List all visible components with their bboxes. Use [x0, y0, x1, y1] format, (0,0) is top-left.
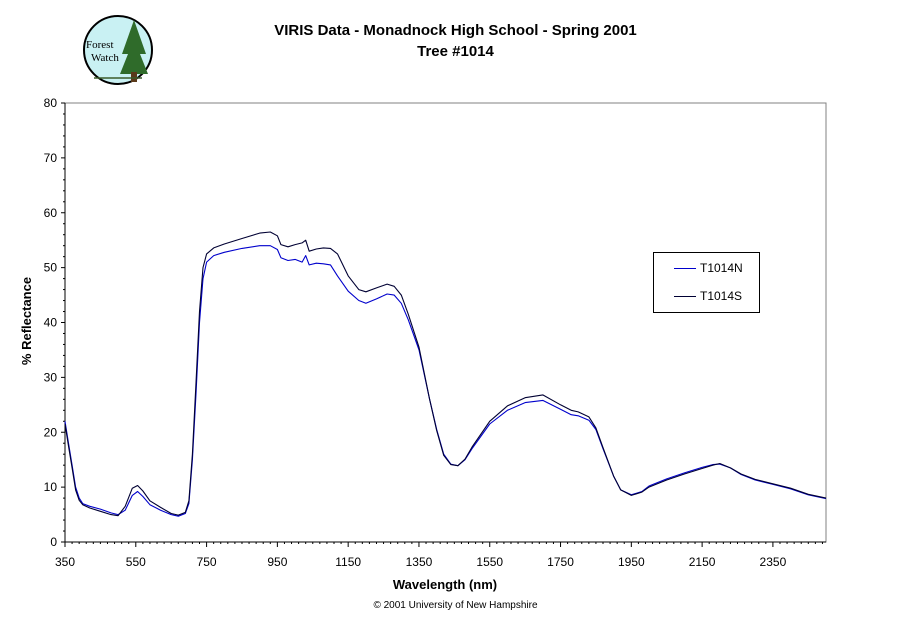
- forest-watch-logo: Forest Watch: [82, 14, 154, 86]
- y-tick-label-60: 60: [44, 206, 58, 220]
- y-tick-label-80: 80: [44, 96, 58, 110]
- logo-text-forest: Forest: [86, 39, 114, 51]
- legend-item-t1014n: T1014N: [674, 261, 743, 275]
- x-tick-label-1750: 1750: [547, 555, 574, 569]
- x-tick-label-1350: 1350: [406, 555, 433, 569]
- y-tick-label-10: 10: [44, 480, 58, 494]
- legend-label-t1014s: T1014S: [700, 289, 743, 303]
- x-axis-label: Wavelength (nm): [393, 577, 497, 592]
- legend-swatch-t1014s: [674, 295, 696, 297]
- y-tick-label-40: 40: [44, 316, 58, 330]
- y-tick-label-70: 70: [44, 151, 58, 165]
- y-tick-label-30: 30: [44, 370, 58, 384]
- y-tick-label-20: 20: [44, 425, 58, 439]
- x-tick-label-1950: 1950: [618, 555, 645, 569]
- chart-title: VIRIS Data - Monadnock High School - Spr…: [274, 22, 637, 39]
- x-tick-label-2350: 2350: [760, 555, 787, 569]
- legend: T1014N T1014S: [653, 252, 760, 313]
- y-axis-label: % Reflectance: [19, 277, 34, 365]
- logo-tree-icon: [120, 20, 148, 74]
- x-tick-label-350: 350: [55, 555, 75, 569]
- series-line-t1014s: [64, 231, 827, 517]
- x-tick-label-1550: 1550: [476, 555, 503, 569]
- logo-trunk: [131, 72, 137, 82]
- legend-label-t1014n: T1014N: [700, 261, 743, 275]
- copyright-text: © 2001 University of New Hampshire: [373, 600, 538, 611]
- legend-item-t1014s: T1014S: [674, 289, 742, 303]
- y-tick-label-0: 0: [50, 535, 57, 549]
- x-tick-label-1150: 1150: [335, 555, 361, 569]
- y-tick-label-50: 50: [44, 261, 58, 275]
- plot-border: [64, 102, 827, 543]
- x-tick-label-2150: 2150: [689, 555, 716, 569]
- chart-subtitle: Tree #1014: [417, 43, 494, 60]
- legend-swatch-t1014n: [674, 267, 696, 269]
- series-line-t1014n: [64, 245, 827, 517]
- logo-text-watch: Watch: [91, 52, 119, 64]
- x-tick-label-950: 950: [267, 555, 287, 569]
- x-tick-label-550: 550: [126, 555, 146, 569]
- x-tick-label-750: 750: [197, 555, 217, 569]
